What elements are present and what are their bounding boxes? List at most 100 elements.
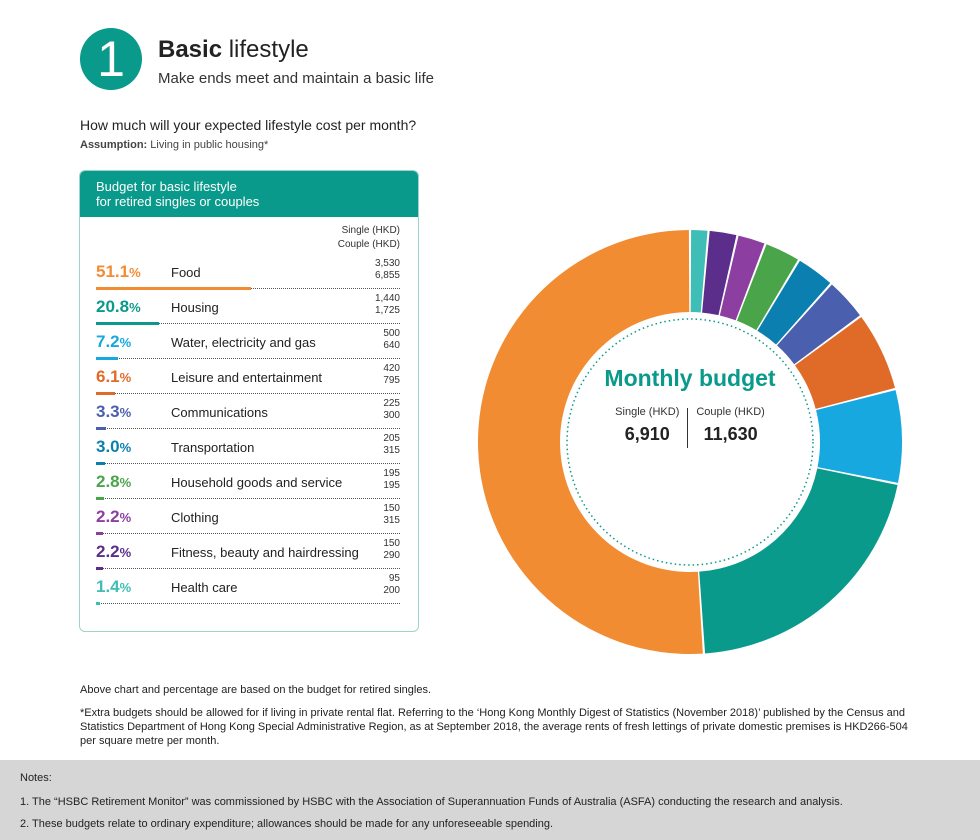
donut-slice [702, 230, 737, 316]
row-percent-value: 2.2 [96, 542, 120, 561]
budget-table-panel: Budget for basic lifestyle for retired s… [79, 170, 419, 632]
row-divider [96, 533, 400, 534]
column-header-single: Single (HKD) [341, 225, 400, 236]
row-percent-value: 20.8 [96, 297, 130, 316]
assumption-text: Assumption: Living in public housing* [80, 139, 268, 151]
row-share-bar [96, 567, 103, 570]
row-values: 195 195 [383, 468, 400, 492]
couple-total-label: Couple (HKD) [696, 406, 765, 418]
row-values: 205 315 [383, 433, 400, 457]
row-category-label: Communications [171, 405, 268, 420]
row-couple-value: 195 [383, 480, 400, 491]
row-couple-value: 640 [383, 340, 400, 351]
row-couple-value: 200 [383, 585, 400, 596]
budget-row: 1.4% Health care 95 200 [96, 571, 400, 606]
row-values: 1,440 1,725 [375, 293, 400, 317]
row-category-label: Health care [171, 580, 238, 595]
row-single-value: 500 [383, 328, 400, 339]
notes-footer: Notes: 1. The “HSBC Retirement Monitor” … [0, 760, 980, 840]
single-total-value: 6,910 [624, 424, 670, 444]
budget-row: 2.2% Fitness, beauty and hairdressing 150 2… [96, 536, 400, 571]
row-couple-value: 290 [383, 550, 400, 561]
budget-row: 51.1% Food 3,530 6,855 [96, 256, 400, 291]
row-percent: 2.2% [96, 542, 131, 562]
row-share-bar [96, 462, 106, 465]
row-couple-value: 315 [383, 445, 400, 456]
section-number-badge: 1 [80, 28, 142, 90]
row-category-label: Clothing [171, 510, 219, 525]
row-share-bar [96, 287, 251, 290]
row-category-label: Leisure and entertainment [171, 370, 323, 385]
row-share-bar [96, 427, 106, 430]
row-couple-value: 6,855 [374, 270, 400, 281]
panel-title-line1: Budget for basic lifestyle [96, 179, 237, 194]
row-single-value: 225 [383, 398, 400, 409]
row-share-bar [96, 322, 160, 325]
row-category-label: Food [171, 265, 201, 280]
row-percent: 2.2% [96, 507, 131, 527]
page-title: Basic lifestyle [158, 36, 309, 64]
row-category-label: Fitness, beauty and hairdressing [171, 545, 359, 560]
row-percent-sign: % [119, 545, 132, 560]
couple-total-value: 11,630 [703, 424, 758, 444]
column-headers: Single (HKD) Couple (HKD) [338, 224, 400, 252]
row-single-value: 3,530 [374, 258, 400, 269]
budget-row: 3.3% Communications 225 300 [96, 396, 400, 431]
budget-row: 2.8% Household goods and service 195 195 [96, 466, 400, 501]
row-percent: 7.2% [96, 332, 131, 352]
row-percent: 51.1% [96, 262, 141, 282]
single-total-label: Single (HKD) [615, 406, 680, 418]
row-values: 150 290 [383, 538, 400, 562]
row-percent: 3.0% [96, 437, 131, 457]
row-divider [96, 498, 400, 499]
budget-row: 3.0% Transportation 205 315 [96, 431, 400, 466]
row-category-label: Housing [171, 300, 219, 315]
row-percent-sign: % [119, 580, 132, 595]
donut-svg [478, 230, 902, 654]
row-percent-value: 3.0 [96, 437, 120, 456]
row-couple-value: 315 [383, 515, 400, 526]
donut-slice [816, 390, 902, 483]
title-rest: lifestyle [222, 36, 309, 63]
donut-chart [470, 222, 910, 662]
row-couple-value: 795 [383, 375, 400, 386]
donut-slice [795, 317, 895, 409]
donut-slice [757, 260, 831, 345]
row-single-value: 150 [383, 538, 400, 549]
note-2: 2. These budgets relate to ordinary expe… [20, 818, 554, 830]
donut-slice [719, 235, 765, 321]
totals-divider [687, 408, 689, 448]
panel-title-line2: for retired singles or couples [96, 194, 260, 209]
row-percent-value: 3.3 [96, 402, 120, 421]
row-category-label: Transportation [171, 440, 255, 455]
panel-header: Budget for basic lifestyle for retired s… [80, 171, 418, 217]
row-percent-sign: % [119, 510, 132, 525]
row-percent-sign: % [119, 475, 132, 490]
note-1: 1. The “HSBC Retirement Monitor” was com… [20, 796, 843, 808]
title-bold: Basic [158, 36, 223, 63]
donut-slice [690, 230, 708, 313]
row-couple-value: 1,725 [374, 305, 400, 316]
row-single-value: 150 [383, 503, 400, 514]
row-category-label: Household goods and service [171, 475, 343, 490]
row-percent-sign: % [119, 335, 132, 350]
row-category-label: Water, electricity and gas [171, 335, 316, 350]
row-percent-value: 1.4 [96, 577, 120, 596]
row-percent-sign: % [119, 370, 132, 385]
row-share-bar [96, 532, 103, 535]
question-text: How much will your expected lifestyle co… [80, 117, 417, 133]
row-percent: 6.1% [96, 367, 131, 387]
assumption-value: Living in public housing* [147, 139, 269, 151]
row-percent: 3.3% [96, 402, 131, 422]
donut-slice [736, 244, 799, 331]
row-divider [96, 568, 400, 569]
inner-dotted-ring [566, 318, 814, 566]
row-share-bar [96, 497, 105, 500]
row-single-value: 205 [383, 433, 400, 444]
row-values: 150 315 [383, 503, 400, 527]
budget-row: 6.1% Leisure and entertainment 420 795 [96, 361, 400, 396]
row-percent: 2.8% [96, 472, 131, 492]
row-divider [96, 428, 400, 429]
row-percent: 20.8% [96, 297, 141, 317]
row-single-value: 95 [388, 573, 400, 584]
